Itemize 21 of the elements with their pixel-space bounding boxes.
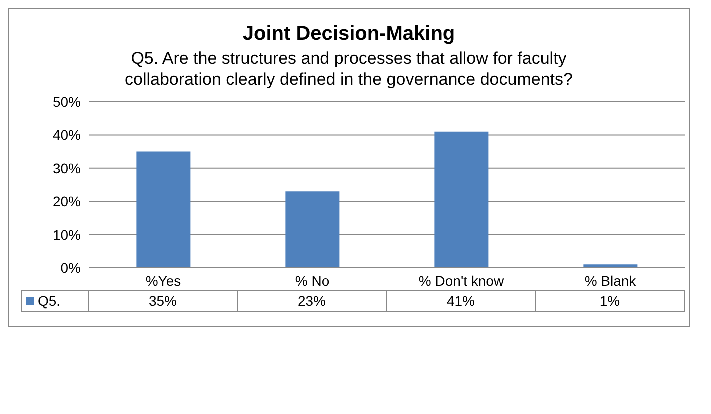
x-tick-label: % No <box>295 272 330 289</box>
x-tick-label: % Blank <box>584 272 638 289</box>
x-tick-label: %Yes <box>146 272 182 289</box>
y-tick-label: 50% <box>52 94 81 110</box>
data-label: 41% <box>387 290 536 312</box>
bar <box>434 132 489 268</box>
y-tick-label: 0% <box>60 260 81 276</box>
chart-title: Joint Decision-Making <box>242 23 456 46</box>
y-tick-label: 40% <box>52 127 81 144</box>
bar <box>584 264 638 268</box>
y-tick-label: 20% <box>52 194 81 210</box>
y-tick-label: 30% <box>52 160 81 176</box>
bar <box>286 192 340 268</box>
x-tick-label: % Don't know <box>418 272 505 289</box>
y-tick-label: 10% <box>52 226 81 243</box>
data-label: 1% <box>536 290 685 312</box>
legend-label: Q5. <box>38 293 61 309</box>
data-label: 35% <box>89 290 238 312</box>
chart-subtitle: Q5. Are the structures and processes that allow for faculty collaboration clearly defined in the governance documents? <box>124 48 574 90</box>
data-label: 23% <box>238 290 387 312</box>
bar <box>136 152 191 268</box>
